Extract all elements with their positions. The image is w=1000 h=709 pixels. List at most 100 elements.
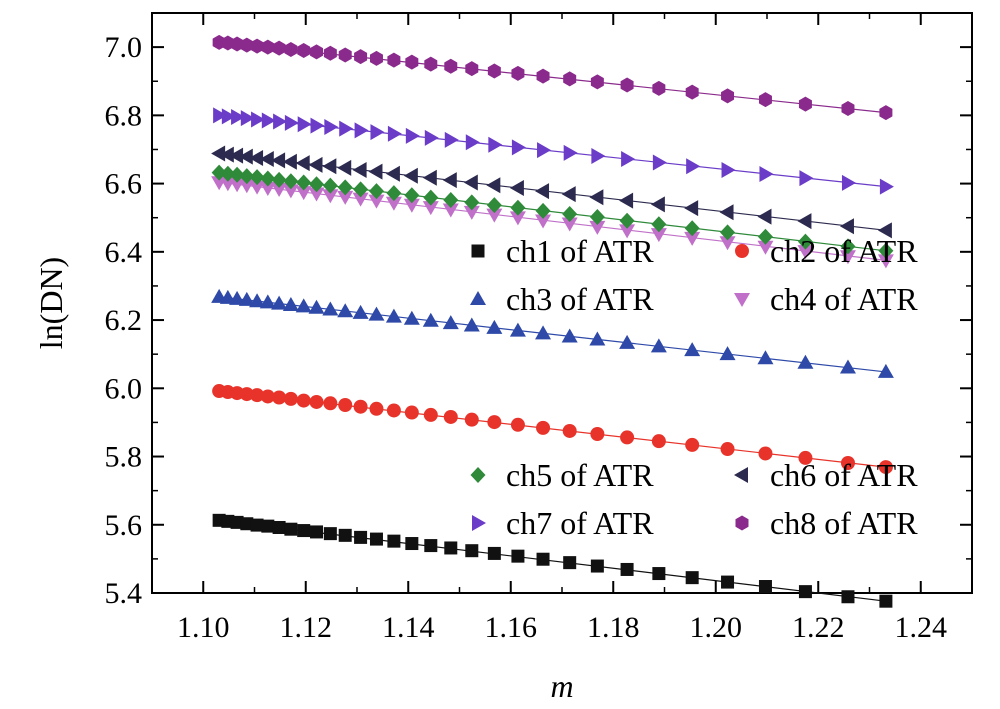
legend-label: ch4 of ATR	[770, 281, 918, 317]
point-ch4	[442, 203, 459, 218]
point-ch3	[308, 299, 325, 314]
point-ch7	[213, 107, 228, 124]
point-ch6	[238, 148, 253, 165]
legend-marker	[470, 291, 486, 305]
point-ch4	[757, 240, 774, 255]
legend-marker	[734, 293, 750, 307]
point-ch7	[511, 139, 526, 156]
point-ch2	[239, 387, 254, 402]
point-ch3	[719, 346, 736, 361]
point-ch8	[424, 56, 438, 72]
point-ch2	[309, 394, 324, 409]
point-ch8	[652, 80, 666, 96]
point-ch2	[798, 450, 813, 465]
legend-marker	[471, 244, 485, 258]
point-ch7	[251, 111, 266, 128]
point-ch2	[443, 409, 458, 424]
x-tick-label: 1.22	[792, 611, 845, 644]
point-ch4	[619, 224, 636, 239]
point-ch6	[442, 172, 457, 189]
point-ch7	[799, 170, 814, 187]
y-tick-label: 5.8	[105, 441, 143, 474]
point-ch1	[310, 525, 324, 539]
x-tick-label: 1.12	[280, 611, 333, 644]
point-ch2	[250, 388, 265, 403]
point-ch1	[487, 546, 501, 560]
point-ch3	[385, 308, 402, 323]
point-ch1	[879, 594, 893, 608]
x-tick-label: 1.20	[690, 611, 743, 644]
point-ch3	[442, 315, 459, 330]
point-ch3	[322, 301, 339, 316]
point-ch3	[229, 290, 246, 305]
legend-marker	[472, 515, 486, 531]
point-ch8	[798, 96, 812, 112]
point-ch7	[652, 154, 667, 171]
point-ch5	[296, 174, 312, 191]
point-ch6	[368, 163, 383, 180]
point-ch2	[536, 420, 551, 435]
point-ch1	[536, 552, 550, 566]
point-ch2	[353, 399, 368, 414]
point-ch4	[295, 186, 312, 201]
point-ch6	[797, 213, 812, 230]
point-ch4	[719, 236, 736, 251]
point-ch7	[261, 112, 276, 129]
point-ch4	[259, 182, 276, 197]
point-ch5	[443, 191, 459, 208]
point-ch8	[620, 77, 634, 93]
point-ch1	[297, 524, 311, 538]
point-ch1	[758, 580, 772, 594]
point-ch3	[509, 322, 526, 337]
point-ch7	[240, 110, 255, 127]
point-ch4	[561, 217, 578, 232]
point-ch6	[684, 200, 699, 217]
legend-label: ch3 of ATR	[506, 281, 654, 317]
point-ch5	[353, 181, 369, 198]
y-tick-label: 6.8	[105, 99, 143, 132]
point-ch3	[368, 306, 385, 321]
data-points	[211, 34, 894, 608]
y-tick-label: 6.2	[105, 304, 143, 337]
point-ch2	[323, 396, 338, 411]
y-axis-title: ln(DN)	[33, 257, 69, 349]
point-ch3	[877, 363, 894, 378]
x-axis-title: m	[550, 668, 573, 704]
point-ch8	[405, 54, 419, 70]
point-ch4	[422, 201, 439, 216]
point-ch5	[337, 179, 353, 196]
point-ch5	[840, 238, 856, 255]
point-ch6	[509, 180, 524, 197]
point-ch1	[338, 528, 352, 542]
point-ch5	[423, 189, 439, 206]
point-ch6	[337, 159, 352, 176]
point-ch3	[337, 303, 354, 318]
point-ch6	[757, 208, 772, 225]
point-ch8	[284, 42, 298, 58]
point-ch5	[562, 205, 578, 222]
point-ch3	[757, 350, 774, 365]
point-ch7	[488, 136, 503, 153]
point-ch8	[338, 47, 352, 63]
point-ch5	[619, 212, 635, 229]
point-ch6	[535, 183, 550, 200]
axis-ticks: 1.10 1.12 1.14 1.16 1.18 1.20 1.22 1.24 5.4 5.6 5.…	[105, 13, 972, 644]
point-ch1	[272, 520, 286, 534]
y-tick-label: 6.0	[105, 372, 143, 405]
point-ch5	[249, 169, 265, 186]
point-ch7	[841, 174, 856, 191]
point-ch2	[878, 460, 893, 475]
point-ch6	[561, 186, 576, 203]
point-ch5	[220, 165, 236, 182]
point-ch8	[511, 65, 525, 81]
point-ch4	[282, 184, 299, 199]
point-ch1	[444, 541, 458, 555]
point-ch1	[721, 575, 735, 589]
point-ch3	[589, 331, 606, 346]
point-ch1	[511, 549, 525, 563]
point-ch7	[444, 131, 459, 148]
y-tick-label: 6.6	[105, 168, 143, 201]
point-ch5	[535, 202, 551, 219]
point-ch8	[685, 84, 699, 100]
legend-label: ch7 of ATR	[506, 505, 654, 541]
